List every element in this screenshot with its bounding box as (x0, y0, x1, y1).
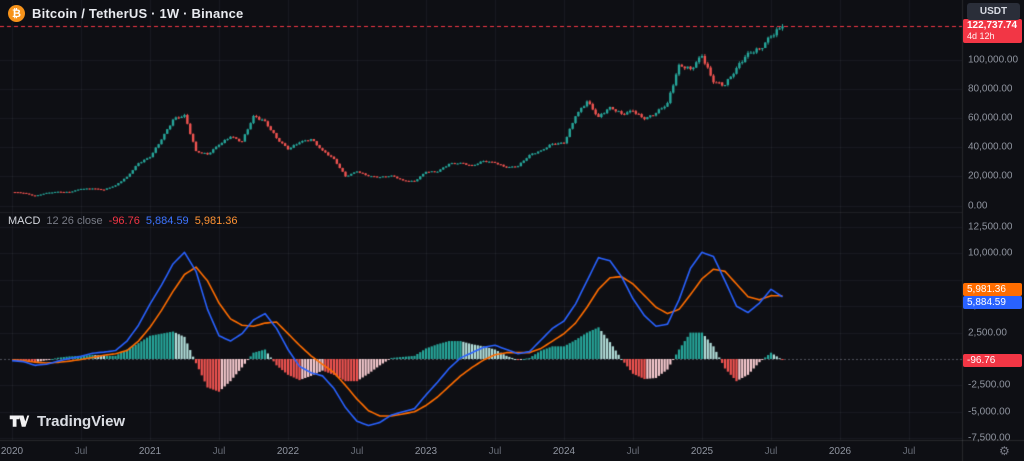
symbol-title[interactable]: Bitcoin / TetherUS · 1W · Binance (32, 6, 244, 21)
time-axis-label: 2023 (414, 446, 438, 457)
price-axis-label: 80,000.00 (968, 83, 1013, 95)
time-axis-label: 2025 (690, 446, 714, 457)
last-price-value: 122,737.74 (967, 20, 1018, 32)
time-axis-label: 2022 (276, 446, 300, 457)
macd-histogram-value: -96.76 (108, 215, 140, 227)
macd-axis-label: -5,000.00 (968, 406, 1011, 418)
time-axis-label: Jul (74, 446, 88, 457)
macd-axis-label: 10,000.00 (968, 247, 1013, 259)
macd-indicator-legend[interactable]: MACD 12 26 close -96.76 5,884.59 5,981.3… (8, 215, 238, 227)
price-axis-label: 100,000.00 (968, 54, 1019, 65)
symbol-legend[interactable]: ₿ Bitcoin / TetherUS · 1W · Binance (8, 5, 244, 22)
price-axis-label: 0.00 (968, 200, 988, 211)
last-price-badge: 122,737.74 4d 12h (963, 19, 1022, 44)
macd-indicator-name[interactable]: MACD (8, 215, 41, 227)
macd-axis-label: 2,500.00 (968, 327, 1007, 339)
macd-histogram-axis-badge: -96.76 (963, 353, 1022, 367)
tradingview-watermark[interactable]: TradingView (9, 411, 125, 432)
price-axis-label: 20,000.00 (968, 170, 1013, 182)
macd-signal-axis-badge: 5,981.36 (963, 282, 1022, 296)
currency-unit-button[interactable]: USDT (967, 3, 1020, 20)
macd-indicator-params: 12 26 close (46, 215, 103, 227)
macd-signal-value: 5,981.36 (194, 215, 238, 227)
time-axis-label: Jul (212, 446, 226, 457)
price-axis-label: 60,000.00 (968, 112, 1013, 124)
axis-settings-gear-icon[interactable]: ⚙ (999, 444, 1010, 458)
macd-axis-label: 12,500.00 (968, 221, 1013, 233)
macd-line-value: 5,884.59 (145, 215, 189, 227)
tradingview-brand-text: TradingView (37, 413, 126, 430)
time-axis-label: 2021 (138, 446, 162, 457)
time-axis-label: Jul (902, 446, 916, 457)
time-axis-label: Jul (350, 446, 364, 457)
price-axis-label: 40,000.00 (968, 141, 1013, 153)
macd-line-axis-badge: 5,884.59 (963, 296, 1022, 310)
time-axis-label: 2026 (828, 446, 852, 457)
macd-axis-label: -2,500.00 (968, 379, 1011, 391)
time-axis-label: 2024 (552, 446, 576, 457)
time-axis-label: Jul (626, 446, 640, 457)
macd-axis-label: -7,500.00 (968, 432, 1011, 444)
bar-close-countdown: 4d 12h (967, 31, 995, 42)
tradingview-logo-icon (9, 415, 30, 427)
time-axis-label: Jul (488, 446, 502, 457)
time-axis-label: Jul (764, 446, 778, 457)
time-axis-label: 2020 (0, 446, 24, 457)
bitcoin-icon: ₿ (8, 5, 25, 22)
